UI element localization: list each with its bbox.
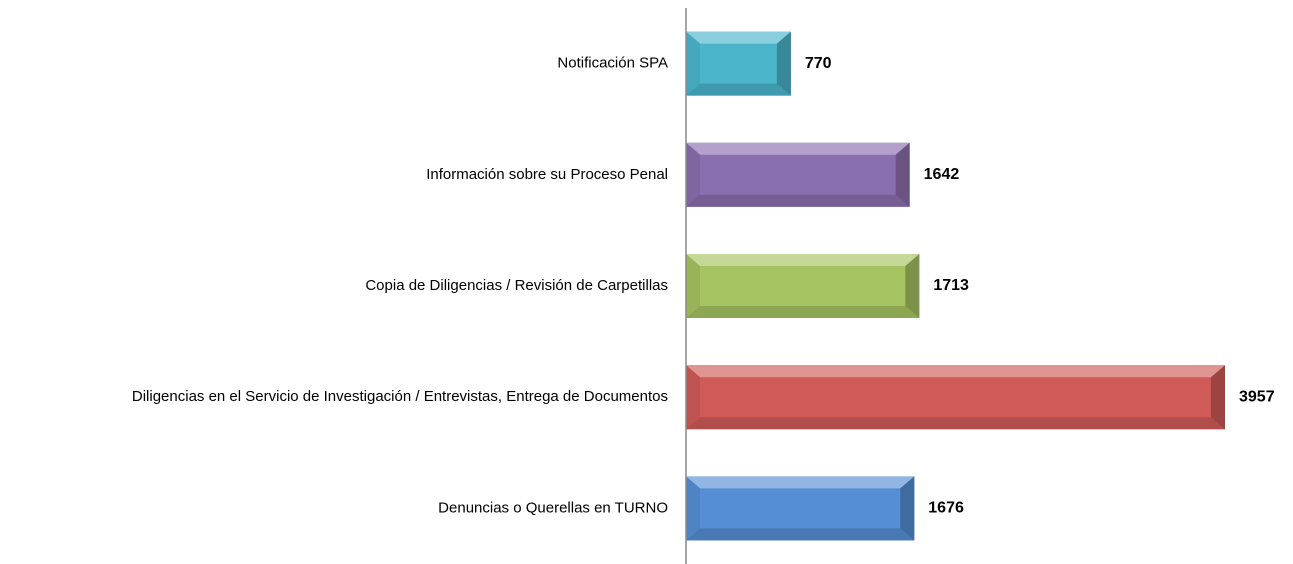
category-label: Notificación SPA bbox=[557, 55, 668, 72]
bar-bevel bbox=[686, 142, 910, 155]
bar-bevel bbox=[686, 365, 700, 430]
bar-bevel bbox=[686, 83, 791, 96]
bar-bevel bbox=[686, 476, 915, 489]
value-label: 3957 bbox=[1239, 388, 1275, 405]
value-label: 1713 bbox=[933, 277, 969, 294]
category-label: Denuncias o Querellas en TURNO bbox=[438, 499, 668, 516]
bar-bevel bbox=[686, 254, 700, 318]
bar-bevel bbox=[776, 31, 791, 96]
bar-bevel bbox=[686, 142, 700, 207]
bar-bevel bbox=[905, 254, 920, 318]
bar-bevel bbox=[686, 254, 920, 266]
category-label: Diligencias en el Servicio de Investigac… bbox=[132, 388, 668, 405]
bar-bevel bbox=[686, 417, 1225, 430]
value-label: 1642 bbox=[924, 166, 960, 183]
bar-bevel bbox=[900, 476, 915, 541]
bar-bevel bbox=[686, 31, 791, 44]
value-label: 770 bbox=[805, 55, 832, 72]
bar-bevel bbox=[1211, 365, 1225, 430]
bar-bevel bbox=[686, 31, 700, 96]
bar-bevel bbox=[686, 476, 700, 541]
value-label: 1676 bbox=[928, 500, 964, 517]
bar-bevel bbox=[686, 306, 920, 318]
bar-bevel bbox=[686, 365, 1225, 378]
category-label: Copia de Diligencias / Revisión de Carpe… bbox=[365, 277, 668, 294]
category-label: Información sobre su Proceso Penal bbox=[426, 166, 668, 183]
bar-bevel bbox=[895, 142, 910, 207]
bar-bevel bbox=[686, 194, 910, 207]
bar-bevel bbox=[686, 528, 915, 541]
